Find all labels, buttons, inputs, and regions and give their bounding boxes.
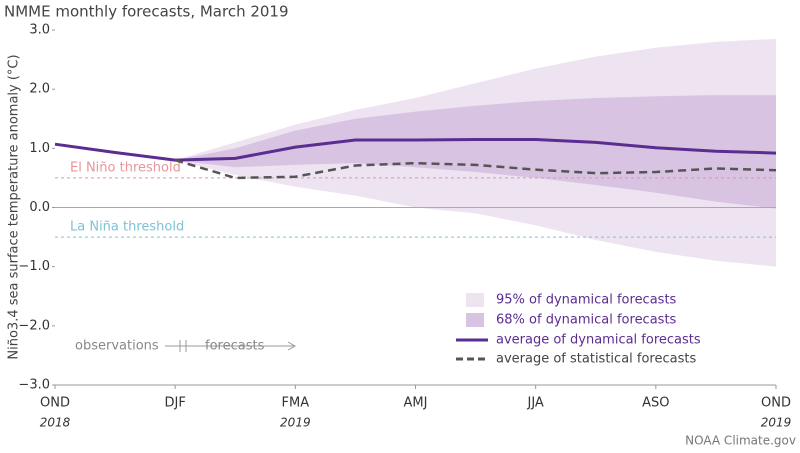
y-tick-label: 2.0 [29,82,50,97]
threshold-label: La Niña threshold [70,220,184,235]
y-tick-label: 3.0 [29,23,50,38]
chart-title: NMME monthly forecasts, March 2019 [4,3,289,21]
x-tick-label: OND [40,396,70,411]
x-year-label: 2018 [40,416,71,430]
x-tick-label: AMJ [404,396,428,411]
x-tick-label: OND [761,396,791,411]
annotation-forecasts: forecasts [205,339,265,354]
y-tick-label: 1.0 [29,141,50,156]
forecast-band [175,95,776,209]
x-tick-label: FMA [282,396,310,411]
x-year-label: 2019 [280,416,311,430]
x-tick-label: DJF [165,396,186,411]
y-axis-label: Niño3.4 sea surface temperature anomaly … [7,54,22,359]
y-tick-label: 0.0 [29,200,50,215]
y-tick-label: −2.0 [18,318,50,333]
legend-label: average of dynamical forecasts [496,333,701,348]
legend-label: 68% of dynamical forecasts [496,313,677,328]
legend-swatch [466,293,484,307]
x-tick-label: JJA [526,396,543,411]
threshold-label: El Niño threshold [70,160,181,175]
x-year-label: 2019 [761,416,792,430]
credit: NOAA Climate.gov [685,434,796,448]
y-tick-label: −1.0 [18,259,50,274]
series-line [174,158,777,180]
legend-label: 95% of dynamical forecasts [496,293,677,308]
y-tick-label: −3.0 [18,378,50,393]
legend-swatch [466,313,484,327]
annotation-observations: observations [75,339,159,354]
annotation-arrows [165,340,297,352]
x-tick-label: ASO [642,396,669,411]
legend-label: average of statistical forecasts [496,352,696,367]
